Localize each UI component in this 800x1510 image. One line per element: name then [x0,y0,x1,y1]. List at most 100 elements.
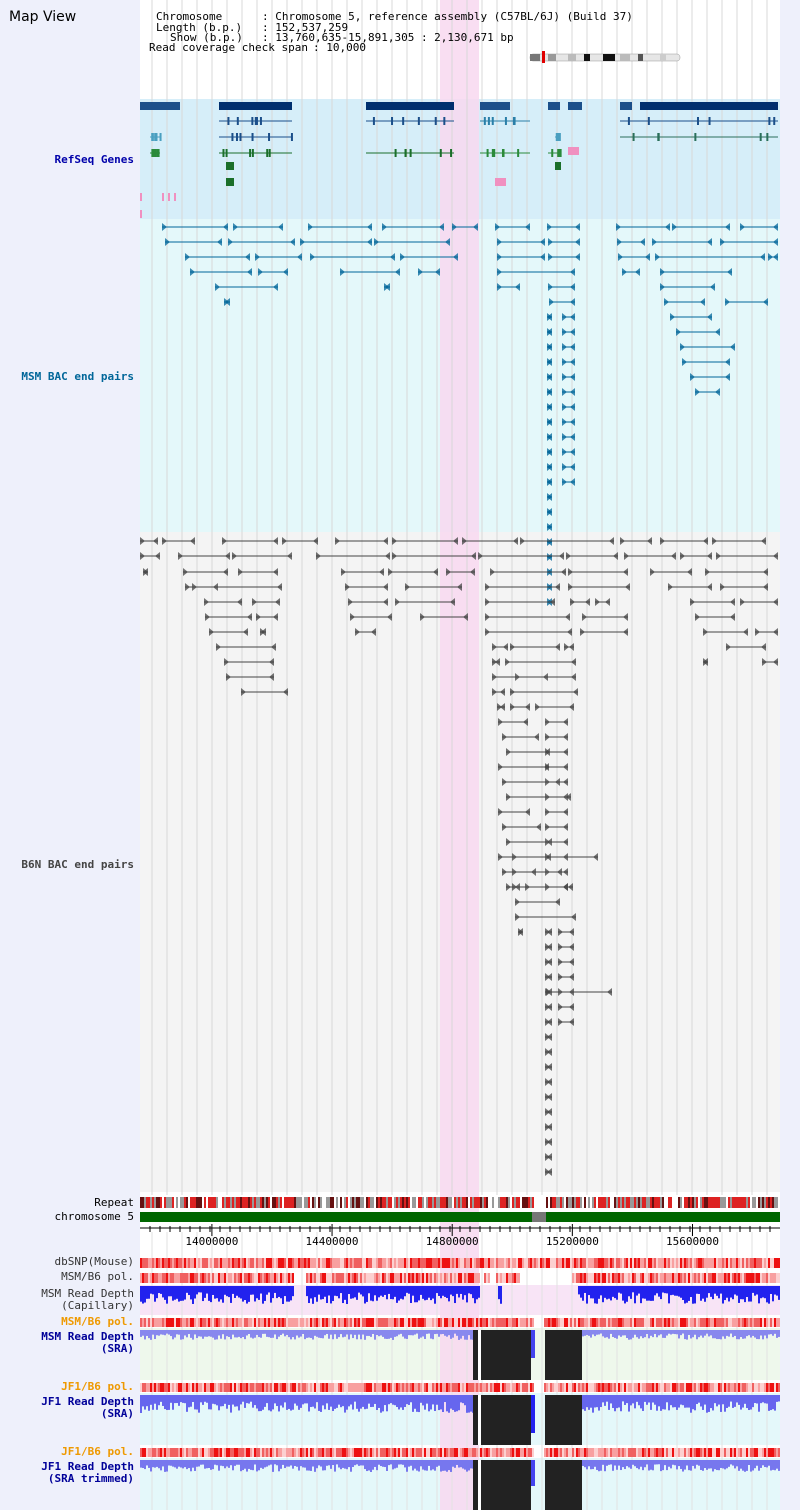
read-depth-tracks[interactable] [140,1286,780,1510]
refseq-exon [391,117,394,125]
polymorphism-cell [504,1258,506,1268]
depth-bar [642,1395,644,1411]
msm-bac-features[interactable] [162,223,778,606]
repeat-block [392,1197,394,1208]
repeat-block [152,1197,154,1208]
polymorphism-cell [588,1273,590,1283]
b6n-bac-label[interactable]: B6N BAC end pairs [21,858,134,871]
msm-bac-pair-start [562,343,567,351]
jf1-pol-label-1: JF1/B6 pol. [61,1380,134,1393]
depth-bar [188,1395,190,1408]
polymorphism-cell [686,1448,688,1457]
repeat-block [488,1197,490,1208]
polymorphism-cell [210,1258,212,1268]
msm-bac-pair-end [570,358,575,366]
polymorphism-cell [166,1383,168,1392]
depth-bar [282,1460,284,1465]
depth-bar [670,1330,672,1335]
repeat-track[interactable] [140,1197,780,1208]
b6n-bac-features[interactable] [140,537,778,1176]
polymorphism-cell [664,1258,666,1268]
depth-bar [652,1286,654,1301]
repeat-block [214,1197,216,1208]
b6n-bac-pair-end [569,1018,574,1026]
depth-bar [418,1395,420,1413]
polymorphism-cell [454,1383,456,1392]
refseq-genes-label[interactable]: RefSeq Genes [54,153,134,166]
polymorphism-cell [248,1318,250,1327]
depth-bar [352,1460,354,1468]
b6n-bac-pair-end [471,552,476,560]
polymorphism-cell [186,1383,188,1392]
polymorphism-cell [666,1258,668,1268]
msm-bac-pair-start [308,223,313,231]
polymorphism-cell [344,1448,346,1457]
refseq-exon [483,117,486,125]
repeat-block [188,1197,190,1208]
polymorphism-cell [664,1448,666,1457]
polymorphism-cell [432,1273,434,1283]
b6n-bac-pair-start [558,973,563,981]
polymorphism-cell [200,1258,202,1268]
polymorphism-cell [738,1383,740,1392]
refseq-exon [517,149,520,157]
msm-bac-pair-end [773,223,778,231]
polymorphism-cell [572,1448,574,1457]
msm-bac-pair-end [547,553,552,561]
depth-bar [456,1460,458,1465]
polymorphism-heat-tracks[interactable] [140,1258,780,1457]
msm-bac-pair-end [515,283,520,291]
depth-bar [654,1460,656,1465]
polymorphism-cell [658,1258,660,1268]
repeat-block [600,1197,602,1208]
refseq-genes-features[interactable] [140,102,778,218]
polymorphism-cell [372,1318,374,1327]
depth-bar [710,1395,712,1409]
chromosome-ideogram[interactable] [529,51,681,63]
depth-bar [352,1330,354,1339]
polymorphism-cell [356,1448,358,1457]
msm-bac-label[interactable]: MSM BAC end pairs [21,370,134,383]
depth-bar [366,1395,368,1409]
chromosome-bar[interactable] [140,1212,780,1222]
polymorphism-cell [590,1258,592,1268]
polymorphism-cell [196,1258,198,1268]
depth-bar [750,1286,752,1302]
depth-bar [602,1460,604,1465]
polymorphism-cell [684,1318,686,1327]
polymorphism-cell [708,1273,710,1283]
depth-bar [276,1395,278,1407]
b6n-bac-pair-start [492,688,497,696]
depth-bar [202,1395,204,1405]
depth-bar [190,1330,192,1338]
depth-bar [416,1330,418,1334]
polymorphism-cell [738,1273,740,1283]
polymorphism-cell [536,1258,538,1268]
polymorphism-cell [488,1258,490,1268]
polymorphism-cell [290,1448,292,1457]
polymorphism-cell [260,1383,262,1392]
refseq-gene [568,102,582,110]
depth-bar [228,1460,230,1468]
msm-bac-pair-end [547,373,552,381]
depth-bar [712,1395,714,1411]
polymorphism-cell [206,1383,208,1392]
depth-bar [590,1330,592,1338]
depth-bar [304,1330,306,1340]
polymorphism-cell [354,1383,356,1392]
depth-bar [264,1330,266,1334]
polymorphism-cell [450,1273,452,1283]
polymorphism-cell [604,1448,606,1457]
repeat-block [182,1197,184,1208]
polymorphism-cell [306,1258,308,1268]
polymorphism-cell [710,1258,712,1268]
depth-bar [140,1330,142,1337]
depth-bar [224,1286,226,1295]
depth-bar [238,1460,240,1465]
depth-bar [742,1395,744,1408]
polymorphism-cell [620,1318,622,1327]
polymorphism-cell [696,1448,698,1457]
depth-bar [466,1330,468,1340]
depth-bar [370,1286,372,1301]
